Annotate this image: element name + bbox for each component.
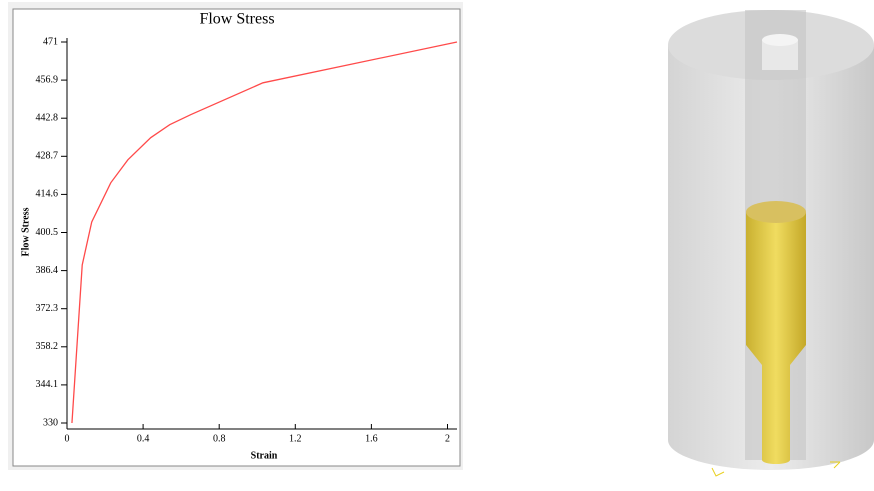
page: {"chart_data": {"type": "line", "title":… xyxy=(0,0,874,486)
chart-title: Flow Stress xyxy=(199,11,274,28)
y-tick-label: 400.5 xyxy=(36,227,59,238)
x-tick-label: 0.8 xyxy=(213,433,226,444)
x-tick-label: 1.2 xyxy=(289,433,302,444)
x-tick-label: 0 xyxy=(65,433,70,444)
y-tick-label: 442.8 xyxy=(36,112,59,123)
model-view xyxy=(668,10,874,476)
punch-top xyxy=(762,34,798,46)
y-tick-label: 386.4 xyxy=(36,265,59,276)
y-tick-label: 372.3 xyxy=(36,303,59,314)
y-tick-label: 456.9 xyxy=(36,74,59,85)
y-tick-label: 344.1 xyxy=(36,379,59,390)
y-axis-title: Flow Stress xyxy=(20,207,31,256)
y-tick-label: 414.6 xyxy=(36,189,59,200)
x-axis-title: Strain xyxy=(251,450,278,461)
x-tick-label: 1.6 xyxy=(365,433,378,444)
y-tick-label: 428.7 xyxy=(36,151,59,162)
x-tick-label: 2 xyxy=(445,433,450,444)
billet-top xyxy=(746,201,806,223)
y-tick-label: 358.2 xyxy=(36,341,59,352)
y-tick-label: 471 xyxy=(43,36,58,47)
plot-frame xyxy=(13,9,460,466)
y-tick-label: 330 xyxy=(43,417,58,428)
screen: Flow Stress Strain Flow Stress 330 344.1 3… xyxy=(0,0,874,486)
x-tick-label: 0.4 xyxy=(137,433,150,444)
